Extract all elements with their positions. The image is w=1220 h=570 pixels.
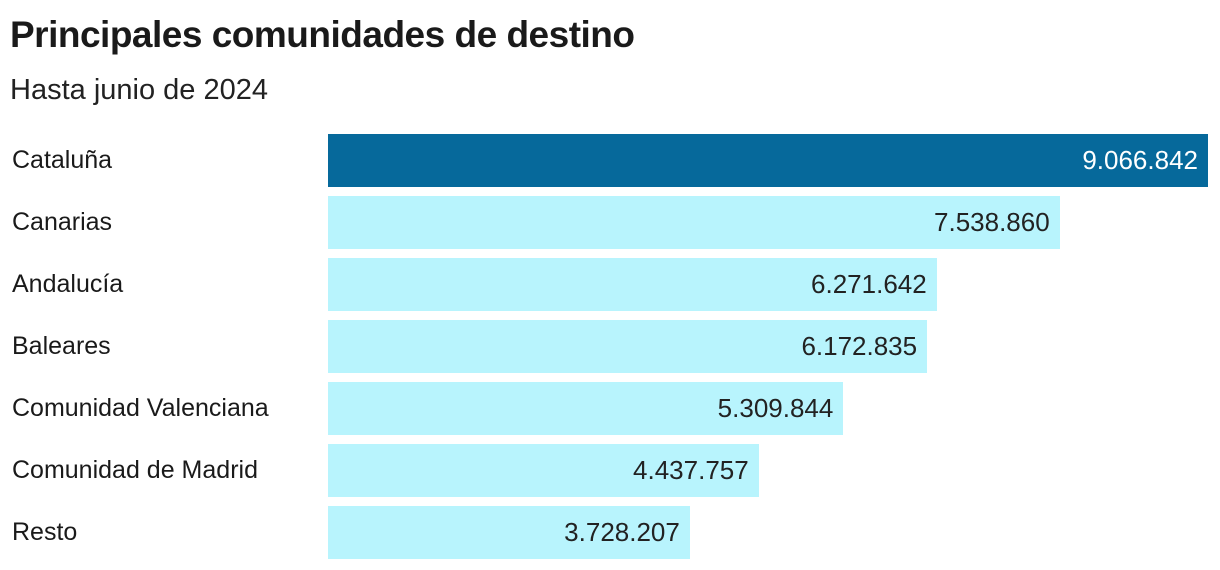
chart-subtitle: Hasta junio de 2024 <box>10 74 268 106</box>
bar: 7.538.860 <box>328 196 1060 249</box>
bar: 9.066.842 <box>328 134 1208 187</box>
chart-title: Principales comunidades de destino <box>10 14 635 55</box>
value-label: 7.538.860 <box>934 207 1050 237</box>
bar: 3.728.207 <box>328 506 690 559</box>
bar-row: Cataluña 9.066.842 <box>0 134 1220 187</box>
bar: 6.172.835 <box>328 320 928 373</box>
bar: 5.309.844 <box>328 382 844 435</box>
value-label: 5.309.844 <box>717 393 834 423</box>
value-label: 4.437.757 <box>633 455 749 485</box>
value-label: 3.728.207 <box>564 517 680 547</box>
bar: 4.437.757 <box>328 444 759 497</box>
category-label: Cataluña <box>12 146 113 174</box>
value-label: 6.271.642 <box>811 269 927 299</box>
bar: 6.271.642 <box>328 258 937 311</box>
category-label: Comunidad Valenciana <box>12 394 269 422</box>
bar-row: Resto 3.728.207 <box>0 506 1220 559</box>
value-label: 6.172.835 <box>801 331 918 361</box>
category-label: Baleares <box>12 332 111 360</box>
category-label: Andalucía <box>12 270 124 298</box>
bar-row: Comunidad de Madrid 4.437.757 <box>0 444 1220 497</box>
category-label: Comunidad de Madrid <box>12 456 258 484</box>
bar-row: Comunidad Valenciana 5.309.844 <box>0 382 1220 435</box>
category-label: Canarias <box>12 208 113 236</box>
bar-row: Andalucía 6.271.642 <box>0 258 1220 311</box>
bar-row: Baleares 6.172.835 <box>0 320 1220 373</box>
bar-row: Canarias 7.538.860 <box>0 196 1220 249</box>
category-label: Resto <box>12 518 78 546</box>
value-label: 9.066.842 <box>1082 145 1198 175</box>
